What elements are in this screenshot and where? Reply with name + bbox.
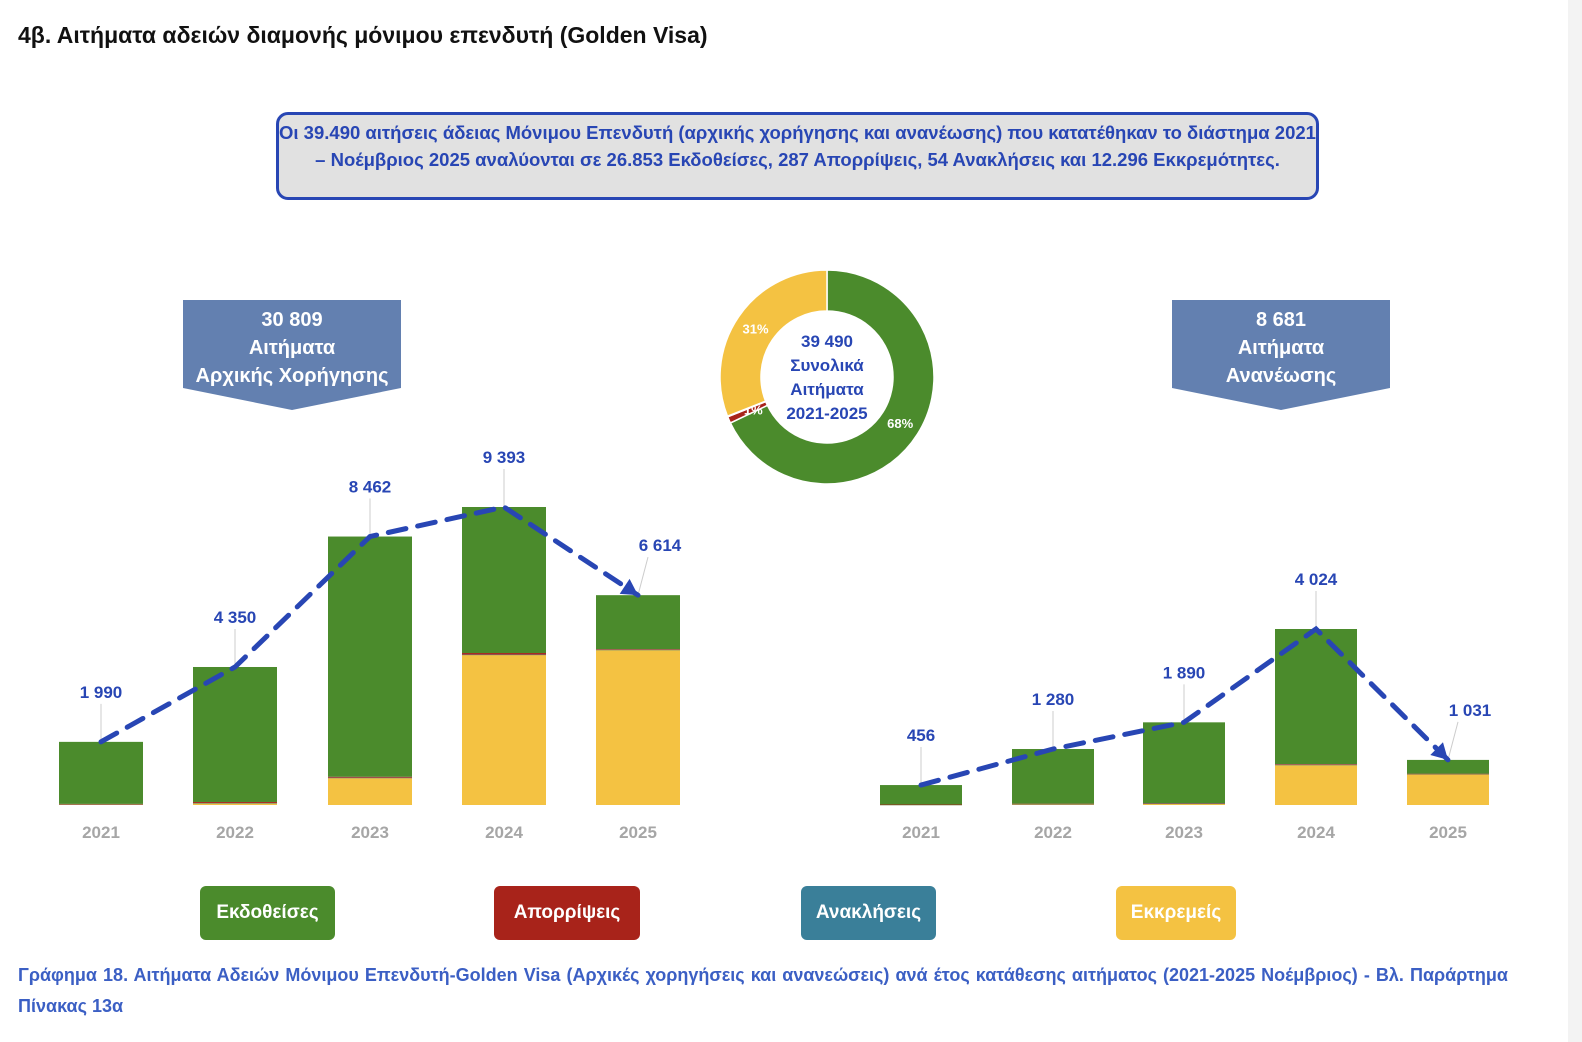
bar-segment-2025	[596, 649, 680, 650]
total-label: 1 031	[1449, 701, 1492, 720]
legend-revoked: Ανακλήσεις	[801, 886, 936, 940]
legend-rejected: Απορρίψεις	[494, 886, 640, 940]
donut-percent-label: 68%	[887, 416, 913, 431]
trend-arrow-icon	[1430, 742, 1448, 760]
bar-segment-2024	[1275, 764, 1357, 805]
x-tick-label: 2023	[1165, 823, 1203, 842]
bar-segment-2024	[1275, 764, 1357, 765]
x-tick-label: 2021	[902, 823, 940, 842]
bar-segment-2023	[328, 777, 412, 779]
chart-title-line: 8 681	[1256, 309, 1306, 331]
page-title: 4β. Αιτήματα αδειών διαμονής μόνιμου επε…	[18, 22, 708, 48]
bar-segment-2025	[1407, 773, 1489, 805]
total-label: 1 890	[1163, 663, 1206, 682]
x-tick-label: 2024	[1297, 823, 1335, 842]
data-label-leader	[637, 557, 649, 596]
bar-segment-2023	[1143, 803, 1225, 804]
total-label: 6 614	[639, 536, 682, 555]
bar-segment-2022	[1012, 804, 1094, 805]
bar-segment-2023	[328, 776, 412, 778]
total-label: 1 280	[1032, 690, 1075, 709]
chart-title-line: Αιτήματα	[249, 337, 336, 359]
bar-segment-2021	[59, 803, 143, 805]
donut-center-text: 2021-2025	[786, 404, 867, 423]
x-tick-label: 2025	[1429, 823, 1467, 842]
trend-arrow-icon	[619, 578, 638, 596]
chart-title-line: Αιτήματα	[1238, 337, 1325, 359]
legend-issued: Εκδοθείσες	[200, 886, 335, 940]
bar-segment-2024	[462, 653, 546, 655]
bar-segment-2022	[193, 666, 277, 802]
bar-segment-2023	[1143, 803, 1225, 805]
bar-segment-2021	[59, 741, 143, 804]
bar-segment-2023	[328, 778, 412, 805]
bar-segment-2021	[880, 785, 962, 805]
chart-title-banner	[183, 300, 401, 410]
chart-title-line: Ανανέωσης	[1226, 365, 1336, 387]
x-tick-label: 2021	[82, 823, 120, 842]
summary-box: Οι 39.490 αιτήσεις άδειας Μόνιμου Επενδυ…	[276, 112, 1319, 200]
bar-segment-2024	[462, 507, 546, 654]
bar-segment-2025	[596, 649, 680, 805]
data-label-leader	[1447, 721, 1459, 761]
donut-center-text: Αιτήματα	[790, 380, 864, 399]
donut-percent-label: 31%	[742, 321, 768, 336]
bar-segment-2024	[462, 654, 546, 805]
chart-title-banner	[1172, 300, 1390, 410]
bar-segment-2021	[59, 804, 143, 805]
total-label: 4 024	[1295, 570, 1338, 589]
bar-segment-2025	[596, 595, 680, 650]
x-tick-label: 2024	[485, 823, 523, 842]
bar-segment-2023	[1143, 722, 1225, 804]
donut-slice	[719, 269, 828, 418]
x-tick-label: 2022	[216, 823, 254, 842]
total-label: 1 990	[80, 683, 123, 702]
legend-pending: Εκκρεμείς	[1116, 886, 1236, 940]
bar-segment-2024	[462, 654, 546, 656]
total-label: 9 393	[483, 448, 526, 467]
bar-segment-2025	[596, 649, 680, 651]
figure-caption: Γράφημα 18. Αιτήματα Αδειών Μόνιμου Επεν…	[18, 965, 1508, 1016]
chart-title-line: 30 809	[261, 309, 322, 331]
bar-segment-2022	[193, 803, 277, 805]
bar-segment-2022	[193, 801, 277, 803]
bar-segment-2022	[193, 802, 277, 804]
donut-center-text: Συνολικά	[790, 356, 864, 375]
bar-segment-2021	[880, 804, 962, 806]
bar-segment-2023	[328, 536, 412, 777]
x-tick-label: 2025	[619, 823, 657, 842]
donut-center-text: 39 490	[801, 332, 853, 351]
chart-title-line: Αρχικής Χορήγησης	[196, 365, 389, 387]
total-label: 4 350	[214, 608, 257, 627]
x-tick-label: 2022	[1034, 823, 1072, 842]
x-tick-label: 2023	[351, 823, 389, 842]
trend-line	[98, 504, 641, 745]
bar-segment-2024	[1275, 629, 1357, 765]
bar-segment-2025	[1407, 759, 1489, 774]
donut-slice	[729, 269, 935, 485]
total-label: 456	[907, 726, 935, 745]
bar-segment-2022	[1012, 804, 1094, 805]
bar-segment-2022	[1012, 803, 1094, 805]
bar-segment-2023	[1143, 803, 1225, 805]
bar-segment-2024	[1275, 764, 1357, 766]
trend-line	[918, 625, 1451, 788]
total-label: 8 462	[349, 478, 392, 497]
bar-segment-2025	[1407, 773, 1489, 775]
scrollbar[interactable]	[1568, 0, 1582, 1042]
